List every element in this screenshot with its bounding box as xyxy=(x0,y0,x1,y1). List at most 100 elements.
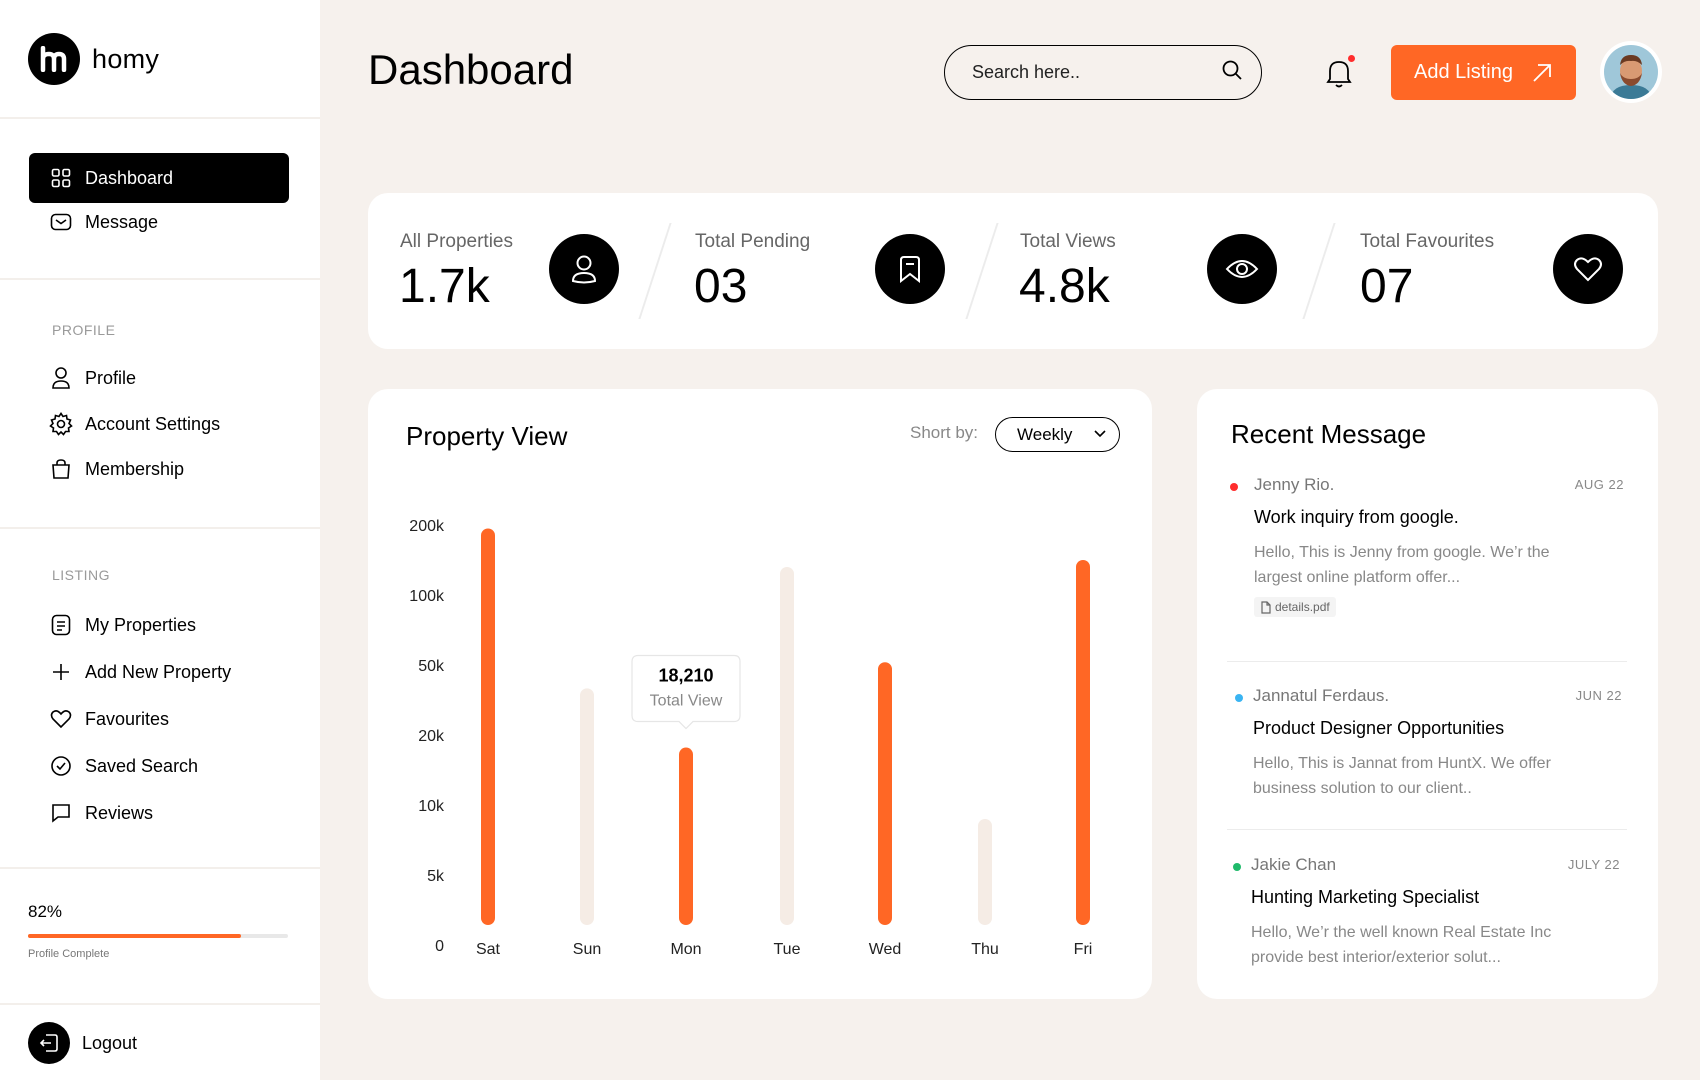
plus-icon xyxy=(49,660,73,684)
search-icon[interactable] xyxy=(1221,59,1243,86)
heart-icon xyxy=(1553,234,1623,304)
unread-dot xyxy=(1233,863,1241,871)
x-tick-label: Mon xyxy=(670,941,701,958)
message-date: AUG 22 xyxy=(1574,477,1624,492)
bar-mon[interactable] xyxy=(679,747,693,925)
sidebar-item-label: Profile xyxy=(85,367,137,388)
profile-progress-fill xyxy=(28,934,242,938)
profile-progress-bar xyxy=(28,934,288,938)
sidebar-item-label: Add New Property xyxy=(85,661,232,682)
chart-title: Property View xyxy=(406,421,568,451)
chart-tooltip: 18,210 Total View xyxy=(631,654,741,730)
brand-name: homy xyxy=(92,43,160,74)
tooltip-label: Total View xyxy=(650,693,723,710)
add-listing-label: Add Listing xyxy=(1414,61,1513,83)
messages-title: Recent Message xyxy=(1231,419,1427,449)
sidebar-item-favourites[interactable]: Favourites xyxy=(29,694,289,744)
mail-icon xyxy=(49,210,73,234)
stat-label: Total Favourites xyxy=(1360,231,1495,252)
sidebar-item-account-settings[interactable]: Account Settings xyxy=(29,399,289,449)
bar-chart: 200k 100k 50k 20k 10k 5k 0 Sat Sun Mon Tue Wed Thu Fr… xyxy=(409,518,1092,958)
message-date: JUN 22 xyxy=(1575,688,1622,703)
sidebar-item-saved-search[interactable]: Saved Search xyxy=(29,741,289,791)
logout-label: Logout xyxy=(82,1032,138,1053)
bar-tue[interactable] xyxy=(780,567,794,925)
search-input[interactable] xyxy=(972,62,1221,83)
x-tick-label: Sun xyxy=(573,941,601,958)
tooltip-value: 18,210 xyxy=(658,666,713,686)
stat-label: All Properties xyxy=(400,231,513,252)
sidebar-item-message[interactable]: Message xyxy=(29,197,289,247)
y-tick-label: 20k xyxy=(418,728,445,745)
document-icon xyxy=(49,613,73,637)
logout-icon xyxy=(28,1022,70,1064)
sidebar-item-label: Account Settings xyxy=(85,413,221,434)
bookmark-icon xyxy=(875,234,945,304)
eye-icon xyxy=(1207,234,1277,304)
sidebar-item-profile[interactable]: Profile xyxy=(29,353,289,403)
search-box[interactable] xyxy=(944,45,1262,100)
page-title: Dashboard xyxy=(368,46,574,93)
message-preview: Hello, We’r the well known Real Estate I… xyxy=(1251,924,1552,966)
chat-icon xyxy=(49,801,73,825)
bag-icon xyxy=(49,457,73,481)
gear-icon xyxy=(49,412,73,436)
sidebar-item-label: My Properties xyxy=(85,614,197,635)
sort-select[interactable]: Weekly xyxy=(995,417,1120,452)
message-subject: Hunting Marketing Specialist xyxy=(1251,887,1480,907)
sidebar-item-membership[interactable]: Membership xyxy=(29,444,289,494)
message-sender: Jakie Chan xyxy=(1251,855,1337,874)
arrow-up-right-icon xyxy=(1533,63,1551,82)
file-icon xyxy=(1261,600,1271,614)
logo-icon xyxy=(28,33,80,85)
divider xyxy=(0,1003,320,1005)
divider xyxy=(0,867,320,869)
x-tick-label: Wed xyxy=(869,941,902,958)
x-tick-label: Tue xyxy=(774,941,801,958)
stat-value: 1.7k xyxy=(399,260,490,313)
message-item[interactable]: Jenny Rio. AUG 22 Work inquiry from goog… xyxy=(1197,469,1658,617)
divider xyxy=(0,527,320,529)
recent-messages-card: Recent Message Jenny Rio. AUG 22 Work in… xyxy=(1197,389,1658,999)
sidebar-item-reviews[interactable]: Reviews xyxy=(29,788,289,838)
logo[interactable]: homy xyxy=(28,33,159,85)
notification-dot xyxy=(1348,55,1355,62)
sidebar-item-my-properties[interactable]: My Properties xyxy=(29,600,289,650)
sidebar-item-label: Favourites xyxy=(85,708,170,729)
profile-progress-label: Profile Complete xyxy=(28,948,110,960)
stat-total-favourites: Total Favourites 07 xyxy=(1333,193,1658,349)
x-tick-label: Thu xyxy=(971,941,999,958)
stat-total-views: Total Views 4.8k xyxy=(993,193,1313,349)
sidebar-item-label: Saved Search xyxy=(85,755,199,776)
bar-sat[interactable] xyxy=(481,528,495,926)
bar-sun[interactable] xyxy=(580,688,594,925)
stats-card: All Properties 1.7k Total Pending 03 Tot… xyxy=(368,193,1658,349)
message-item[interactable]: Jakie Chan JULY 22 Hunting Marketing Spe… xyxy=(1197,849,1658,979)
section-title-listing: LISTING xyxy=(52,567,110,583)
sidebar-item-add-new-property[interactable]: Add New Property xyxy=(29,647,289,697)
bar-thu[interactable] xyxy=(978,819,992,925)
sidebar-item-label: Message xyxy=(85,211,159,232)
attachment[interactable]: details.pdf xyxy=(1254,597,1336,617)
stat-label: Total Views xyxy=(1020,231,1116,252)
sidebar-item-dashboard[interactable]: Dashboard xyxy=(29,153,289,203)
bar-wed[interactable] xyxy=(878,662,892,925)
logout-button[interactable]: Logout xyxy=(28,1022,137,1064)
unread-dot xyxy=(1235,694,1243,702)
section-title-profile: PROFILE xyxy=(52,322,116,338)
y-tick-label: 200k xyxy=(409,518,445,535)
stat-total-pending: Total Pending 03 xyxy=(668,193,958,349)
y-tick-label: 0 xyxy=(435,938,444,955)
y-tick-label: 5k xyxy=(427,868,445,885)
message-item[interactable]: Jannatul Ferdaus. JUN 22 Product Designe… xyxy=(1197,680,1658,810)
notification-bell[interactable] xyxy=(1325,55,1355,89)
avatar[interactable] xyxy=(1600,41,1662,103)
message-preview: Hello, This is Jenny from google. We’r t… xyxy=(1254,544,1550,586)
message-subject: Work inquiry from google. xyxy=(1254,507,1459,527)
sort-label: Short by: xyxy=(910,423,979,442)
add-listing-button[interactable]: Add Listing xyxy=(1391,45,1576,100)
y-tick-label: 100k xyxy=(409,588,445,605)
divider xyxy=(0,278,320,280)
message-sender: Jenny Rio. xyxy=(1254,475,1335,494)
bar-fri[interactable] xyxy=(1076,560,1090,925)
